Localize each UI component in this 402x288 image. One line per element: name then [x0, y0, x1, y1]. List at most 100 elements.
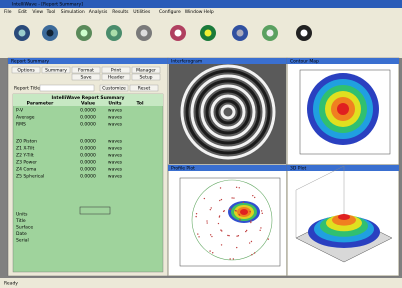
row-label: Z3 Power: [16, 160, 37, 166]
button-label: Save: [80, 75, 91, 81]
scatter-point: [233, 258, 234, 259]
scatter-point: [245, 231, 246, 232]
scatter-point: [231, 197, 232, 198]
row-label: Z4 Coma: [16, 167, 37, 173]
scatter-point: [211, 236, 212, 237]
field-label: Report Title: [14, 86, 40, 92]
row-label: P-V: [16, 108, 24, 114]
button-label: Options: [17, 68, 35, 74]
row-unit: waves: [108, 123, 123, 128]
footer-row-label: Serial: [16, 238, 29, 244]
row-label: Z1 X-Tilt: [16, 146, 35, 152]
row-unit: waves: [108, 161, 123, 166]
button-label: Reset: [138, 86, 151, 92]
scatter-point: [229, 209, 230, 210]
report-window-title: Report Summary: [11, 59, 49, 65]
row-value: 0.0000: [80, 146, 96, 152]
page: body{margin:0;width:402px;height:288px;o…: [0, 0, 402, 288]
menu-item[interactable]: Results: [112, 9, 129, 15]
row-label: Z0 Piston: [16, 139, 37, 145]
scatter-point: [251, 241, 252, 242]
scatter-point: [195, 216, 196, 217]
scatter-point: [221, 199, 222, 200]
menu-item[interactable]: Utilities: [133, 9, 151, 15]
button-label: Manager: [136, 68, 156, 74]
scatter-point: [236, 247, 237, 248]
row-unit: waves: [108, 140, 123, 145]
scatter-point: [223, 211, 224, 212]
menu-item[interactable]: View: [32, 9, 43, 15]
row-value: 0.0000: [80, 122, 96, 128]
row-label: RMS: [16, 122, 26, 128]
footer-row-label: Title: [15, 218, 26, 224]
contour-level: [337, 103, 349, 115]
footer-row-label: Date: [16, 231, 27, 237]
row-unit: waves: [108, 116, 123, 121]
scatter-point: [250, 220, 251, 221]
scatter-point: [210, 209, 211, 210]
button-label: Format: [78, 68, 94, 74]
status-text: Ready: [4, 281, 18, 287]
menu-item[interactable]: Tool: [46, 9, 56, 15]
footer-row-label: Surface: [16, 225, 33, 231]
button-label: Setup: [139, 75, 152, 81]
menu-item[interactable]: Configure: [159, 9, 181, 15]
report-table: [13, 94, 163, 272]
row-unit: waves: [108, 147, 123, 152]
menu-item[interactable]: Analysis: [89, 9, 108, 15]
scatter-point: [210, 234, 211, 235]
column-header: Parameter: [27, 101, 54, 107]
row-unit: waves: [108, 168, 123, 173]
scatter-point: [236, 236, 237, 237]
row-label: Z2 Y-Tilt: [16, 153, 34, 159]
scatter-point: [259, 230, 260, 231]
scatter-point: [249, 242, 250, 243]
body: {"app":{"title":"IntelliWave - [Report S…: [0, 0, 402, 288]
toolbar-icon-detail: [111, 30, 118, 37]
column-header: Value: [81, 101, 95, 107]
scatter-point: [239, 219, 240, 220]
table-title: IntelliWave Report Summary: [52, 95, 125, 101]
scatter-point: [246, 230, 247, 231]
row-value: 0.0000: [80, 167, 96, 173]
scatter-point: [260, 227, 261, 228]
menu-item[interactable]: Simulation: [61, 9, 85, 15]
scatter-point: [261, 210, 262, 211]
profile-window-title: Profile Plot: [171, 166, 195, 172]
scatter-point: [236, 187, 237, 188]
scatter-point: [220, 187, 221, 188]
status-bar: [0, 278, 402, 288]
toolbar-icon-detail: [267, 30, 274, 37]
contour-level: [240, 209, 248, 215]
scatter-point: [206, 222, 207, 223]
scatter-point: [235, 210, 236, 211]
surface-level: [338, 214, 350, 220]
menu-item[interactable]: Help: [204, 9, 214, 15]
interferogram-window-title: Interferogram: [171, 59, 202, 65]
toolbar-icon-detail: [237, 30, 244, 37]
row-value: 0.0000: [80, 153, 96, 159]
app-title: IntelliWave - [Report Summary]: [12, 2, 83, 8]
scatter-point: [254, 252, 255, 253]
scatter-point: [229, 258, 230, 259]
menu-item[interactable]: Edit: [18, 9, 27, 15]
scatter-point: [209, 250, 210, 251]
scatter-point: [211, 207, 212, 208]
menu-item[interactable]: Window: [185, 9, 203, 15]
row-label: Average: [16, 115, 35, 121]
scatter-point: [254, 197, 255, 198]
scatter-point: [221, 244, 222, 245]
scatter-point: [221, 230, 222, 231]
scatter-point: [268, 238, 269, 239]
scatter-point: [206, 220, 207, 221]
toolbar-icon-detail: [301, 30, 308, 37]
toolbar-icon-detail: [141, 30, 148, 37]
scatter-point: [197, 233, 198, 234]
scatter-point: [196, 213, 197, 214]
scatter-point: [262, 213, 263, 214]
row-value: 0.0000: [80, 160, 96, 166]
scatter-point: [198, 236, 199, 237]
menu-item[interactable]: File: [4, 9, 12, 15]
scatter-point: [249, 211, 250, 212]
text-field[interactable]: [40, 85, 94, 91]
